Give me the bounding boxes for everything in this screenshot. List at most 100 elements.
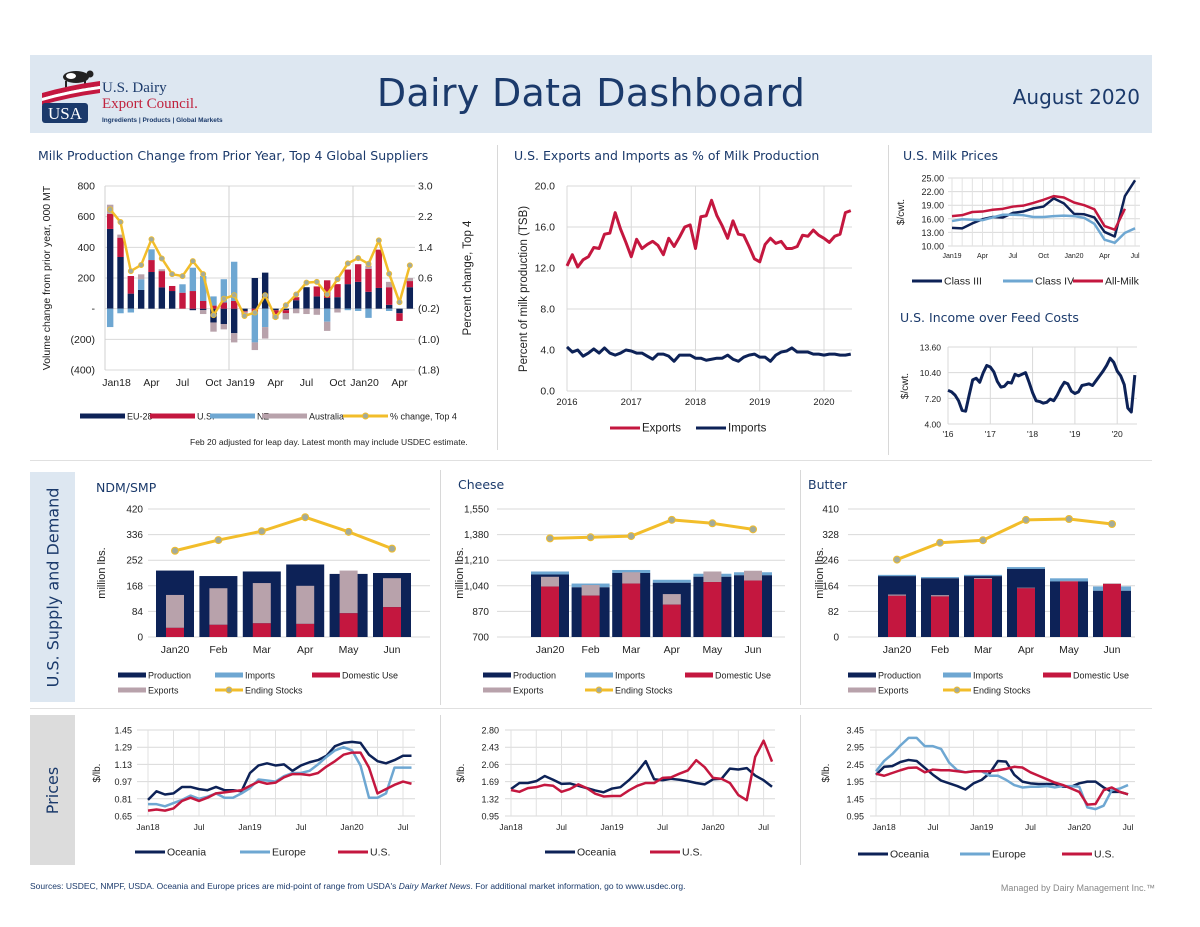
bar-eu-28 [334,297,341,309]
bar-australia [230,333,238,343]
divider [30,460,1152,461]
y-axis-title: Volume change from prior year, 000 MT [41,185,53,370]
bar-u-s- [117,237,124,257]
legend-label: Domestic Use [715,671,771,681]
x-tick-label: Jul [1131,253,1140,260]
bar-domestic-use [662,604,681,637]
bar-domestic-use [209,624,228,637]
bar-eu-28 [354,281,362,309]
org-name-line2: Export Council. [102,96,198,112]
y-tick-label: 1.13 [114,760,132,770]
y-tick-label: 410 [822,505,839,516]
y-tick-label: 12.0 [535,263,556,275]
y-tick-label: 700 [472,633,489,644]
bar-eu-28 [106,228,114,309]
bar-nz [199,276,207,301]
y2-tick-label: 2.2 [418,211,433,223]
point-ending-stocks [1022,515,1030,524]
bar-u-s- [210,305,217,309]
point-pct-change [117,219,124,226]
legend-marker [595,686,603,694]
bar-nz [251,311,259,343]
bar-australia [199,310,207,315]
y2-tick-label: 3.0 [418,181,433,193]
x-tick-label: Jan19 [942,253,961,260]
y-tick-label: 2.95 [846,743,864,753]
divider [440,715,441,865]
point-pct-change [293,291,300,298]
point-pct-change [251,309,258,316]
bar-eu-28 [323,297,331,309]
bar-exports [209,588,228,625]
x-tick-label: Apr [977,253,989,260]
bar-nz [385,308,393,311]
bar-imports [1050,578,1088,582]
point-pct-change [272,314,279,321]
y-tick-label: 200 [77,273,95,285]
bar-australia [251,342,259,351]
line-class-iv [951,213,1136,245]
legend-marker [953,686,961,694]
bar-australia [282,313,290,320]
x-tick-label: Apr [297,644,314,656]
page-title: Dairy Data Dashboard [376,71,806,115]
x-tick-label: Jul [556,822,567,832]
bar-u-s- [179,292,186,309]
legend-label: Oceania [577,847,616,859]
x-tick-label: '19 [1069,429,1080,439]
x-tick-label: Mar [253,644,272,656]
point-pct-change [282,302,289,309]
x-tick-label: Feb [209,644,227,656]
y-axis-title: million lbs. [814,547,826,598]
y-tick-label: 1,550 [464,505,489,516]
bar-domestic-use [1103,583,1121,637]
point-ending-stocks [749,525,757,534]
point-pct-change [303,279,310,286]
legend-label: U.S. [682,847,702,859]
bar-exports [703,571,722,583]
x-tick-label: Oct [205,377,221,389]
legend-label: Europe [272,847,306,859]
y-tick-label: 1.45 [846,794,864,804]
bar-u-s- [385,287,393,305]
y-tick-label: 0 [833,633,839,644]
chart-title-milk-prices: U.S. Milk Prices [903,148,998,163]
bar-nz [344,308,352,311]
y2-tick-label: (0.2) [418,303,440,315]
line-ending-stocks [174,515,393,553]
x-tick-label: Jan20 [1065,253,1084,260]
point-pct-change [169,271,176,278]
bar-eu-28 [220,308,228,324]
y-tick-label: 8.0 [540,304,555,316]
bar-australia [117,234,124,238]
divider [30,708,1152,709]
bar-exports [252,583,271,624]
point-pct-change [334,276,341,283]
bar-nz [354,308,362,311]
legend-label: Exports [642,423,681,435]
y-axis-title: $/lb. [821,764,832,783]
legend-label: Australia [309,412,344,422]
y-tick-label: 252 [126,556,143,567]
x-tick-label: Jul [927,822,938,832]
x-tick-label: Mar [622,644,641,656]
bar-domestic-use [166,627,184,637]
legend-label: Imports [973,671,1004,681]
y-tick-label: 13.60 [920,343,942,353]
point-pct-change [365,260,372,267]
bar-eu-28 [396,308,403,314]
bar-imports [964,574,1002,577]
bar-domestic-use [931,596,949,637]
point-pct-change [386,270,393,277]
point-ending-stocks [257,527,266,536]
bar-nz [323,308,331,322]
bar-u-s- [406,281,414,288]
x-tick-label: Jul [657,822,668,832]
bar-domestic-use [581,595,600,637]
bar-nz [127,308,135,313]
bar-eu-28 [127,293,135,309]
bar-australia [406,278,414,282]
bar-nz [261,308,269,328]
bar-australia [261,327,269,339]
